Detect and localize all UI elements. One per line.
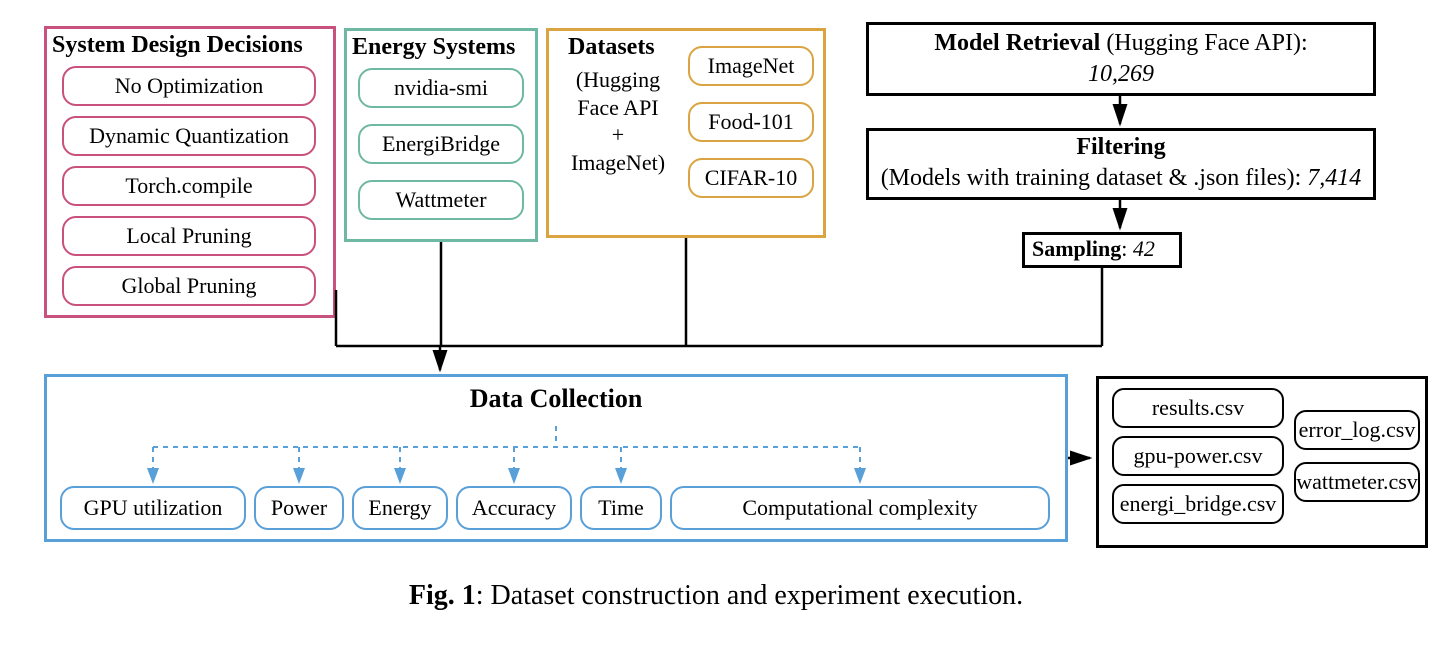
energy-item: nvidia-smi [358, 68, 524, 108]
filtering-value: 7,414 [1307, 165, 1361, 191]
datasets-title: Datasets [568, 34, 655, 61]
retrieval-label: Model Retrieval [934, 30, 1100, 56]
datasets-sub1: (Hugging [576, 67, 660, 92]
metric-item: GPU utilization [60, 486, 246, 530]
energy-systems-title: Energy Systems [352, 34, 515, 61]
output-file: wattmeter.csv [1294, 462, 1420, 502]
metric-item: Accuracy [456, 486, 572, 530]
sampling-text: Sampling: 42 [1032, 236, 1155, 262]
system-design-title: System Design Decisions [52, 32, 303, 59]
model-retrieval-text: Model Retrieval (Hugging Face API): 10,2… [866, 28, 1376, 90]
sdd-item: Torch.compile [62, 166, 316, 206]
sdd-item: Global Pruning [62, 266, 316, 306]
energy-item: Wattmeter [358, 180, 524, 220]
metric-item: Power [254, 486, 344, 530]
datasets-sub3: + [612, 122, 624, 147]
dataset-item: Food-101 [688, 102, 814, 142]
sampling-value: 42 [1133, 236, 1155, 261]
sdd-item: Local Pruning [62, 216, 316, 256]
retrieval-paren: (Hugging Face API): [1100, 30, 1307, 56]
filtering-label: Filtering [1076, 134, 1165, 160]
metric-item: Computational complexity [670, 486, 1050, 530]
dataset-item: ImageNet [688, 46, 814, 86]
metric-item: Time [580, 486, 662, 530]
energy-item: EnergiBridge [358, 124, 524, 164]
datasets-sub4: ImageNet) [571, 150, 665, 175]
sdd-item: Dynamic Quantization [62, 116, 316, 156]
output-file: energi_bridge.csv [1112, 484, 1284, 524]
output-file: error_log.csv [1294, 410, 1420, 450]
filtering-text: Filtering (Models with training dataset … [866, 132, 1376, 194]
caption-prefix: Fig. 1 [409, 580, 476, 611]
dataset-item: CIFAR-10 [688, 158, 814, 198]
sampling-label: Sampling [1032, 236, 1121, 261]
figure-caption: Fig. 1: Dataset construction and experim… [0, 580, 1432, 612]
datasets-subtitle: (Hugging Face API + ImageNet) [560, 66, 676, 176]
sdd-item: No Optimization [62, 66, 316, 106]
metric-item: Energy [352, 486, 448, 530]
output-file: gpu-power.csv [1112, 436, 1284, 476]
data-collection-title: Data Collection [44, 384, 1068, 414]
caption-text: : Dataset construction and experiment ex… [476, 580, 1023, 611]
output-file: results.csv [1112, 388, 1284, 428]
filtering-paren: (Models with training dataset & .json fi… [881, 165, 1308, 191]
datasets-sub2: Face API [577, 95, 658, 120]
retrieval-value: 10,269 [1088, 61, 1154, 87]
